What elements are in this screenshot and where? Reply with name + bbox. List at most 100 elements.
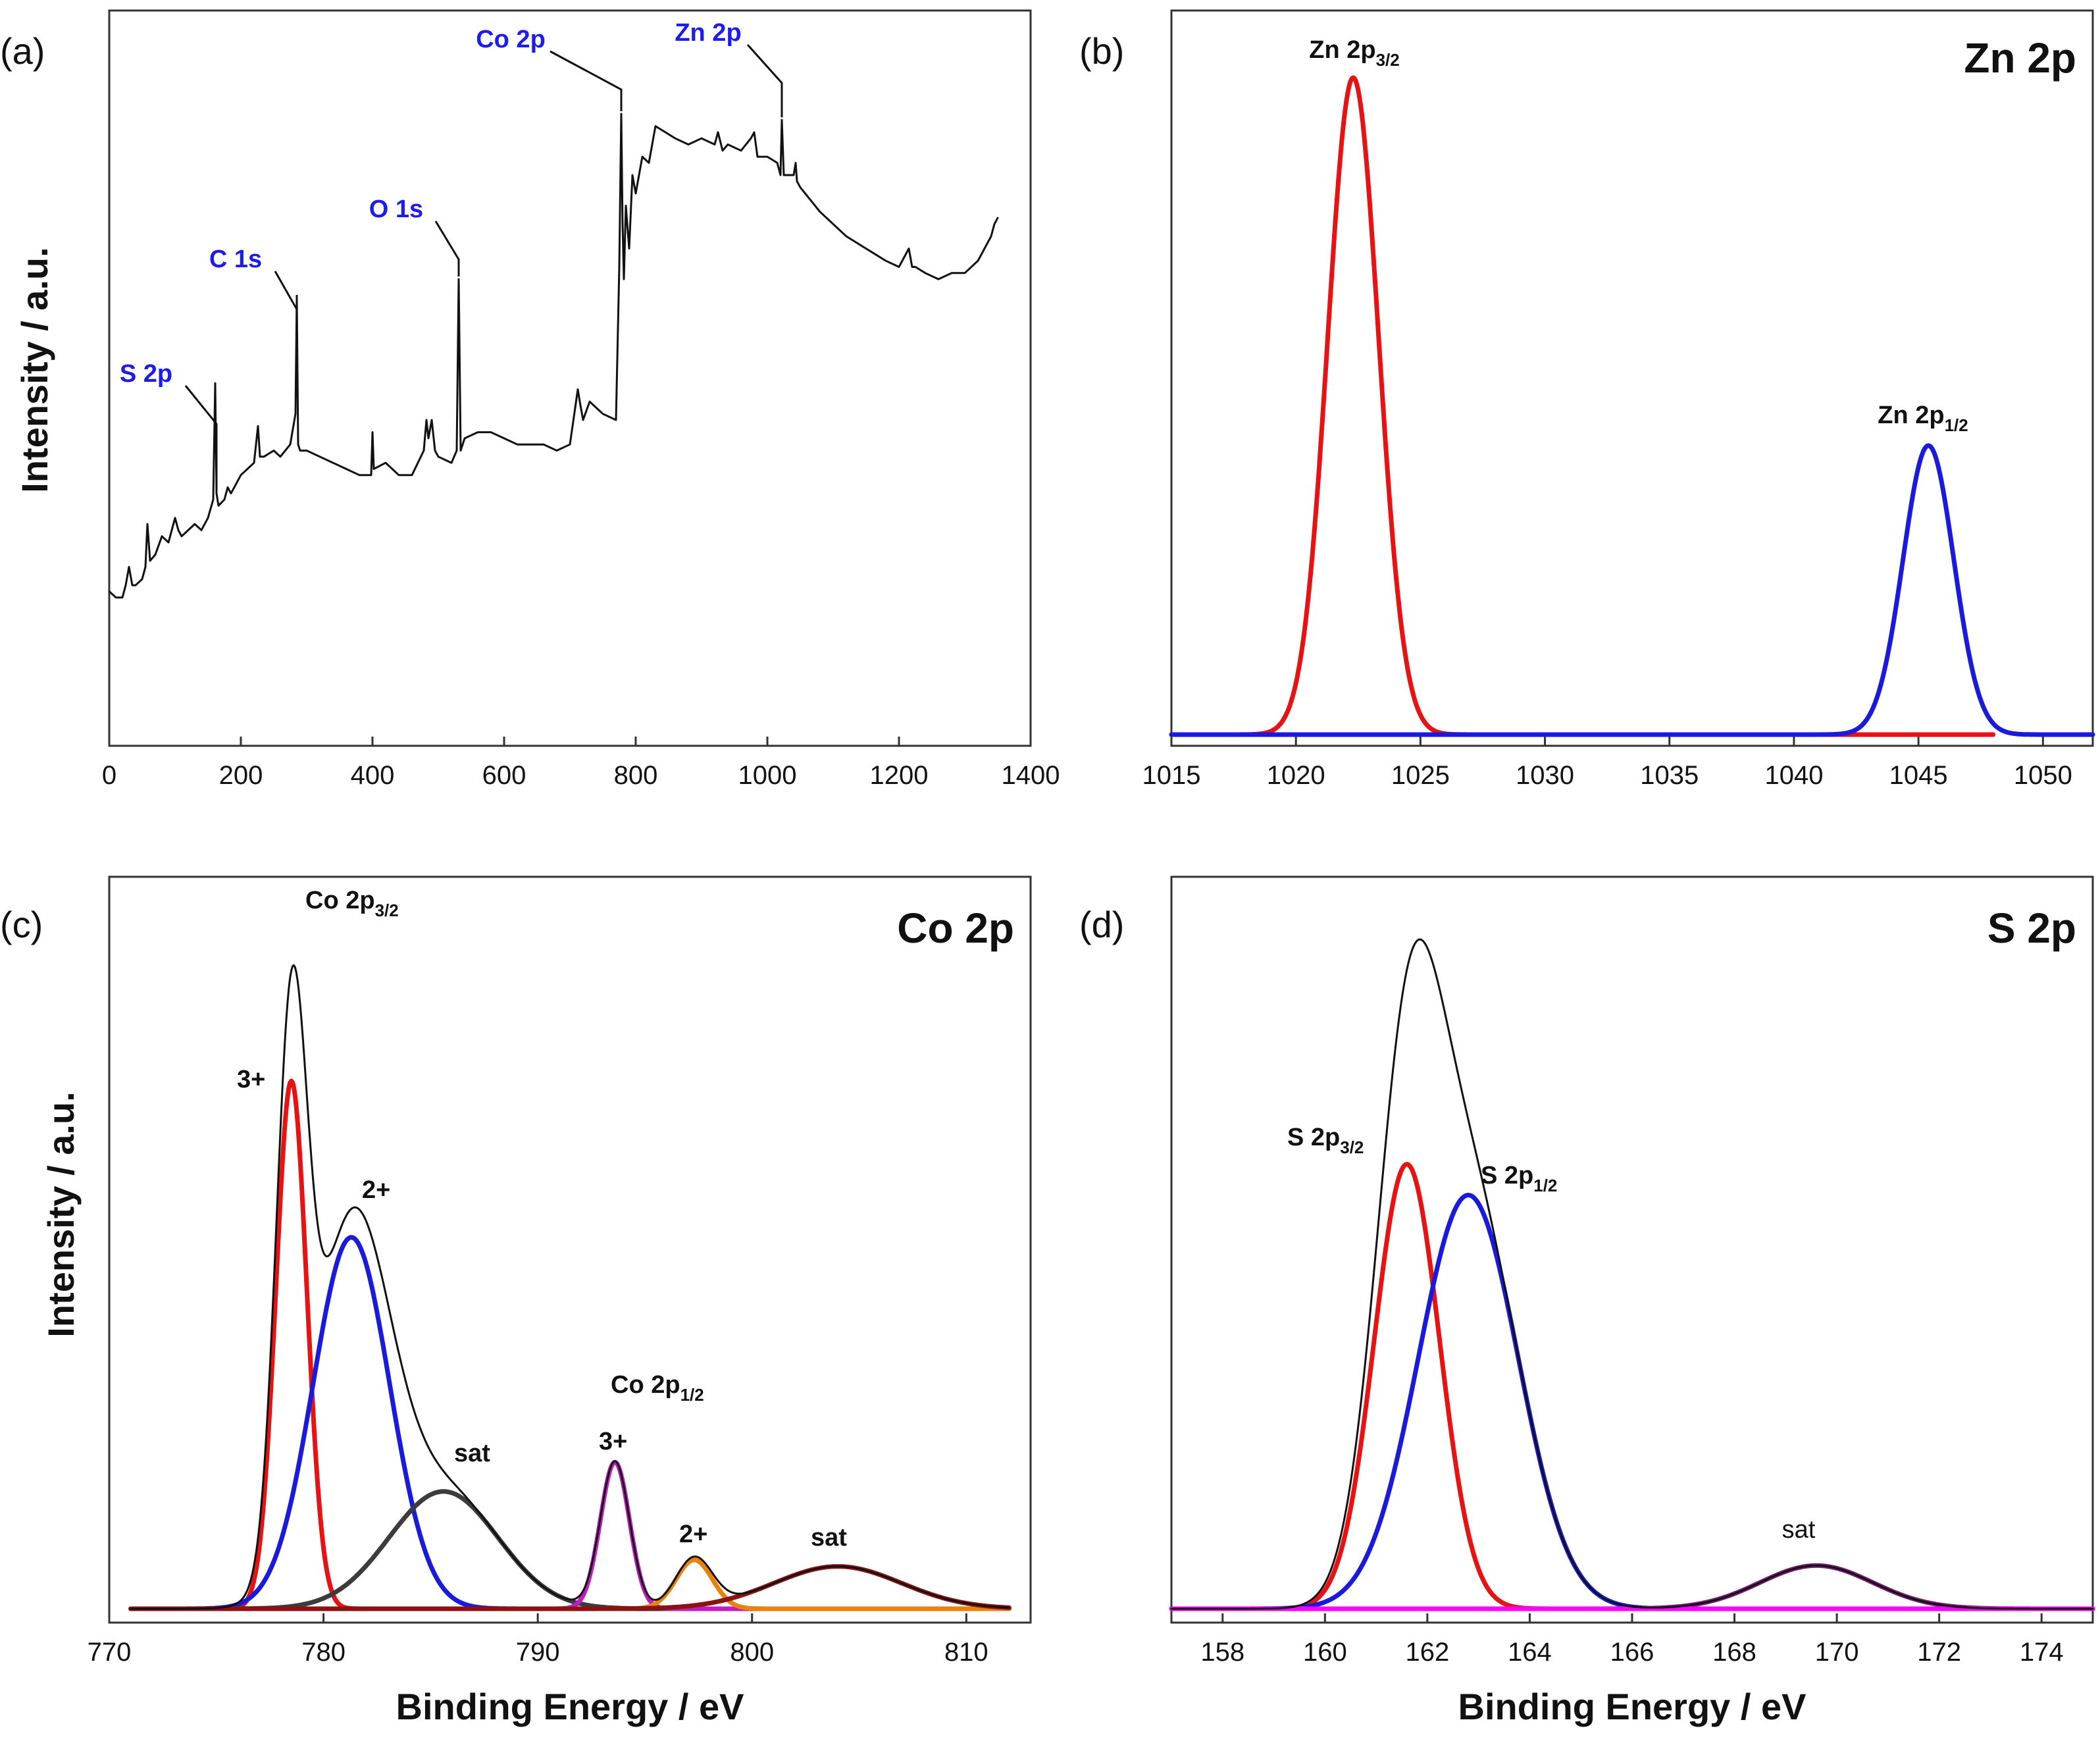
panel-d-element-title: S 2p [1987, 904, 2076, 952]
panel-a-annotations: S 2p C 1s O 1s Co 2p Zn 2p [120, 19, 783, 491]
panel-b-peak-label-zn-2p32: Zn 2p3/2 [1309, 36, 1399, 70]
x-tick-label: 170 [1815, 1638, 1859, 1667]
panel-a-plot-frame [108, 9, 1032, 747]
panel-b-label: (b) [1079, 30, 1124, 72]
annotation-label: S 2p [120, 360, 172, 388]
peak-label-main: Zn 2p [1309, 36, 1375, 64]
x-tick-label: 1400 [1002, 761, 1060, 790]
annotation-label: O 1s [369, 196, 423, 223]
peak-label-main: S 2p [1287, 1124, 1340, 1151]
annotation-leader-line [184, 385, 218, 491]
panel-c-label-co-2p12: Co 2p1/2 [611, 1371, 704, 1405]
peak-label-subscript: 1/2 [680, 1385, 704, 1405]
peak-label-main: Co 2p [305, 887, 375, 914]
annotation-leader-line [550, 50, 623, 111]
panel-d-label: (d) [1079, 904, 1124, 945]
x-tick-label: 160 [1303, 1638, 1347, 1667]
fit-envelope [1170, 938, 2094, 1610]
panel-c-label-2plus-a: 2+ [362, 1176, 390, 1204]
panel-b: (b) Zn 2p 1015 1020 1025 1030 1035 1040 1045 10… [1079, 9, 2095, 790]
x-tick-label: 790 [516, 1638, 560, 1667]
panel-c-label-3plus-a: 3+ [237, 1066, 265, 1093]
x-tick-label: 1200 [870, 761, 929, 790]
panel-b-plot-frame [1170, 9, 2094, 747]
x-tick-label: 158 [1200, 1638, 1244, 1667]
panel-c-label-sat-a: sat [454, 1440, 490, 1467]
x-tick-label: 780 [301, 1638, 346, 1667]
x-tick-label: 1000 [738, 761, 797, 790]
annotation-leader-line [746, 43, 783, 118]
x-tick-label: 1040 [1764, 761, 1823, 790]
panel-b-element-title: Zn 2p [1964, 34, 2076, 82]
panel-a-y-axis-label: Intensity / a.u. [14, 247, 55, 492]
x-tick-label: 1015 [1142, 761, 1201, 790]
panel-b-x-axis: 1015 1020 1025 1030 1035 1040 1045 1050 [1142, 737, 2072, 790]
x-tick-label: 164 [1508, 1638, 1552, 1667]
x-tick-label: 168 [1712, 1638, 1756, 1667]
panel-c-label: (c) [0, 904, 43, 945]
x-tick-label: 162 [1406, 1638, 1450, 1667]
peak-component-co2-2p3-2 [128, 1235, 1012, 1611]
x-tick-label: 1035 [1640, 761, 1699, 790]
x-tick-label: 800 [730, 1638, 774, 1667]
annotation-label: C 1s [209, 246, 262, 273]
panel-a-survey-line [108, 113, 999, 599]
panel-d-x-axis: 158 160 162 164 166 168 170 172 174 [1200, 1613, 2064, 1667]
panel-a-x-axis: 0 200 400 600 800 1000 1200 1400 [102, 737, 1060, 790]
annotation-label: Zn 2p [675, 19, 741, 47]
panel-c-label-3plus-b: 3+ [599, 1428, 627, 1455]
annotation-leader-line [434, 221, 460, 277]
x-tick-label: 1045 [1889, 761, 1948, 790]
x-tick-label: 0 [102, 761, 116, 790]
peak-label-main: Zn 2p [1878, 402, 1944, 429]
panel-d-label-s-2p12: S 2p1/2 [1481, 1162, 1557, 1195]
x-tick-label: 400 [351, 761, 395, 790]
x-tick-label: 1050 [2014, 761, 2072, 790]
annotation-label: Co 2p [476, 26, 546, 53]
x-tick-label: 770 [88, 1638, 132, 1667]
panel-b-peaks [1169, 75, 2095, 737]
x-tick-label: 1020 [1267, 761, 1325, 790]
panel-c-plot-frame [108, 875, 1032, 1624]
peak-component-zn-2p1-2 [1169, 443, 2095, 737]
panel-d-label-s-2p32: S 2p3/2 [1287, 1124, 1364, 1157]
panel-d-x-axis-label: Binding Energy / eV [1458, 1686, 1806, 1727]
peak-label-subscript: 3/2 [375, 900, 399, 920]
peak-component-s-2p3-2 [1169, 1162, 2095, 1611]
peak-label-subscript: 1/2 [1533, 1176, 1557, 1195]
panel-d-plot-frame [1170, 875, 2094, 1624]
panel-a: (a) Intensity / a.u. 0 200 400 600 800 1000 12… [0, 9, 1060, 790]
peak-label-main: S 2p [1481, 1162, 1533, 1189]
annotation-leader-line [274, 271, 298, 313]
panel-c: (c) Intensity / a.u. Binding Energy / eV… [0, 875, 1032, 1727]
panel-c-y-axis-label: Intensity / a.u. [40, 1091, 82, 1337]
x-tick-label: 166 [1610, 1638, 1654, 1667]
fit-envelope [130, 964, 1010, 1610]
x-tick-label: 1025 [1391, 761, 1450, 790]
panel-a-label: (a) [0, 30, 45, 72]
panel-d: (d) Binding Energy / eV S 2p 158 160 162 16… [1079, 875, 2095, 1727]
x-tick-label: 600 [482, 761, 526, 790]
panel-c-peaks [128, 964, 1012, 1611]
peak-component-zn-2p3-2 [1169, 75, 1996, 737]
x-tick-label: 1030 [1516, 761, 1574, 790]
panel-c-label-sat-b: sat [811, 1524, 847, 1551]
panel-c-label-2plus-b: 2+ [679, 1521, 707, 1548]
peak-component-co3-2p3-2 [128, 1078, 1012, 1611]
x-tick-label: 200 [219, 761, 263, 790]
x-tick-label: 800 [614, 761, 658, 790]
x-tick-label: 172 [1917, 1638, 1961, 1667]
panel-c-label-co-2p32: Co 2p3/2 [305, 887, 399, 920]
panel-d-peaks [1169, 938, 2095, 1611]
panel-c-x-axis: 770 780 790 800 810 [88, 1613, 988, 1667]
panel-c-x-axis-label: Binding Energy / eV [396, 1686, 744, 1727]
x-tick-label: 810 [944, 1638, 988, 1667]
panel-d-label-sat: sat [1782, 1516, 1816, 1544]
peak-label-subscript: 3/2 [1376, 50, 1400, 70]
peak-label-subscript: 3/2 [1340, 1137, 1364, 1157]
panel-c-element-title: Co 2p [897, 904, 1014, 952]
peak-label-subscript: 1/2 [1945, 415, 1968, 435]
peak-label-main: Co 2p [611, 1371, 680, 1399]
panel-b-peak-label-zn-2p12: Zn 2p1/2 [1878, 402, 1968, 435]
